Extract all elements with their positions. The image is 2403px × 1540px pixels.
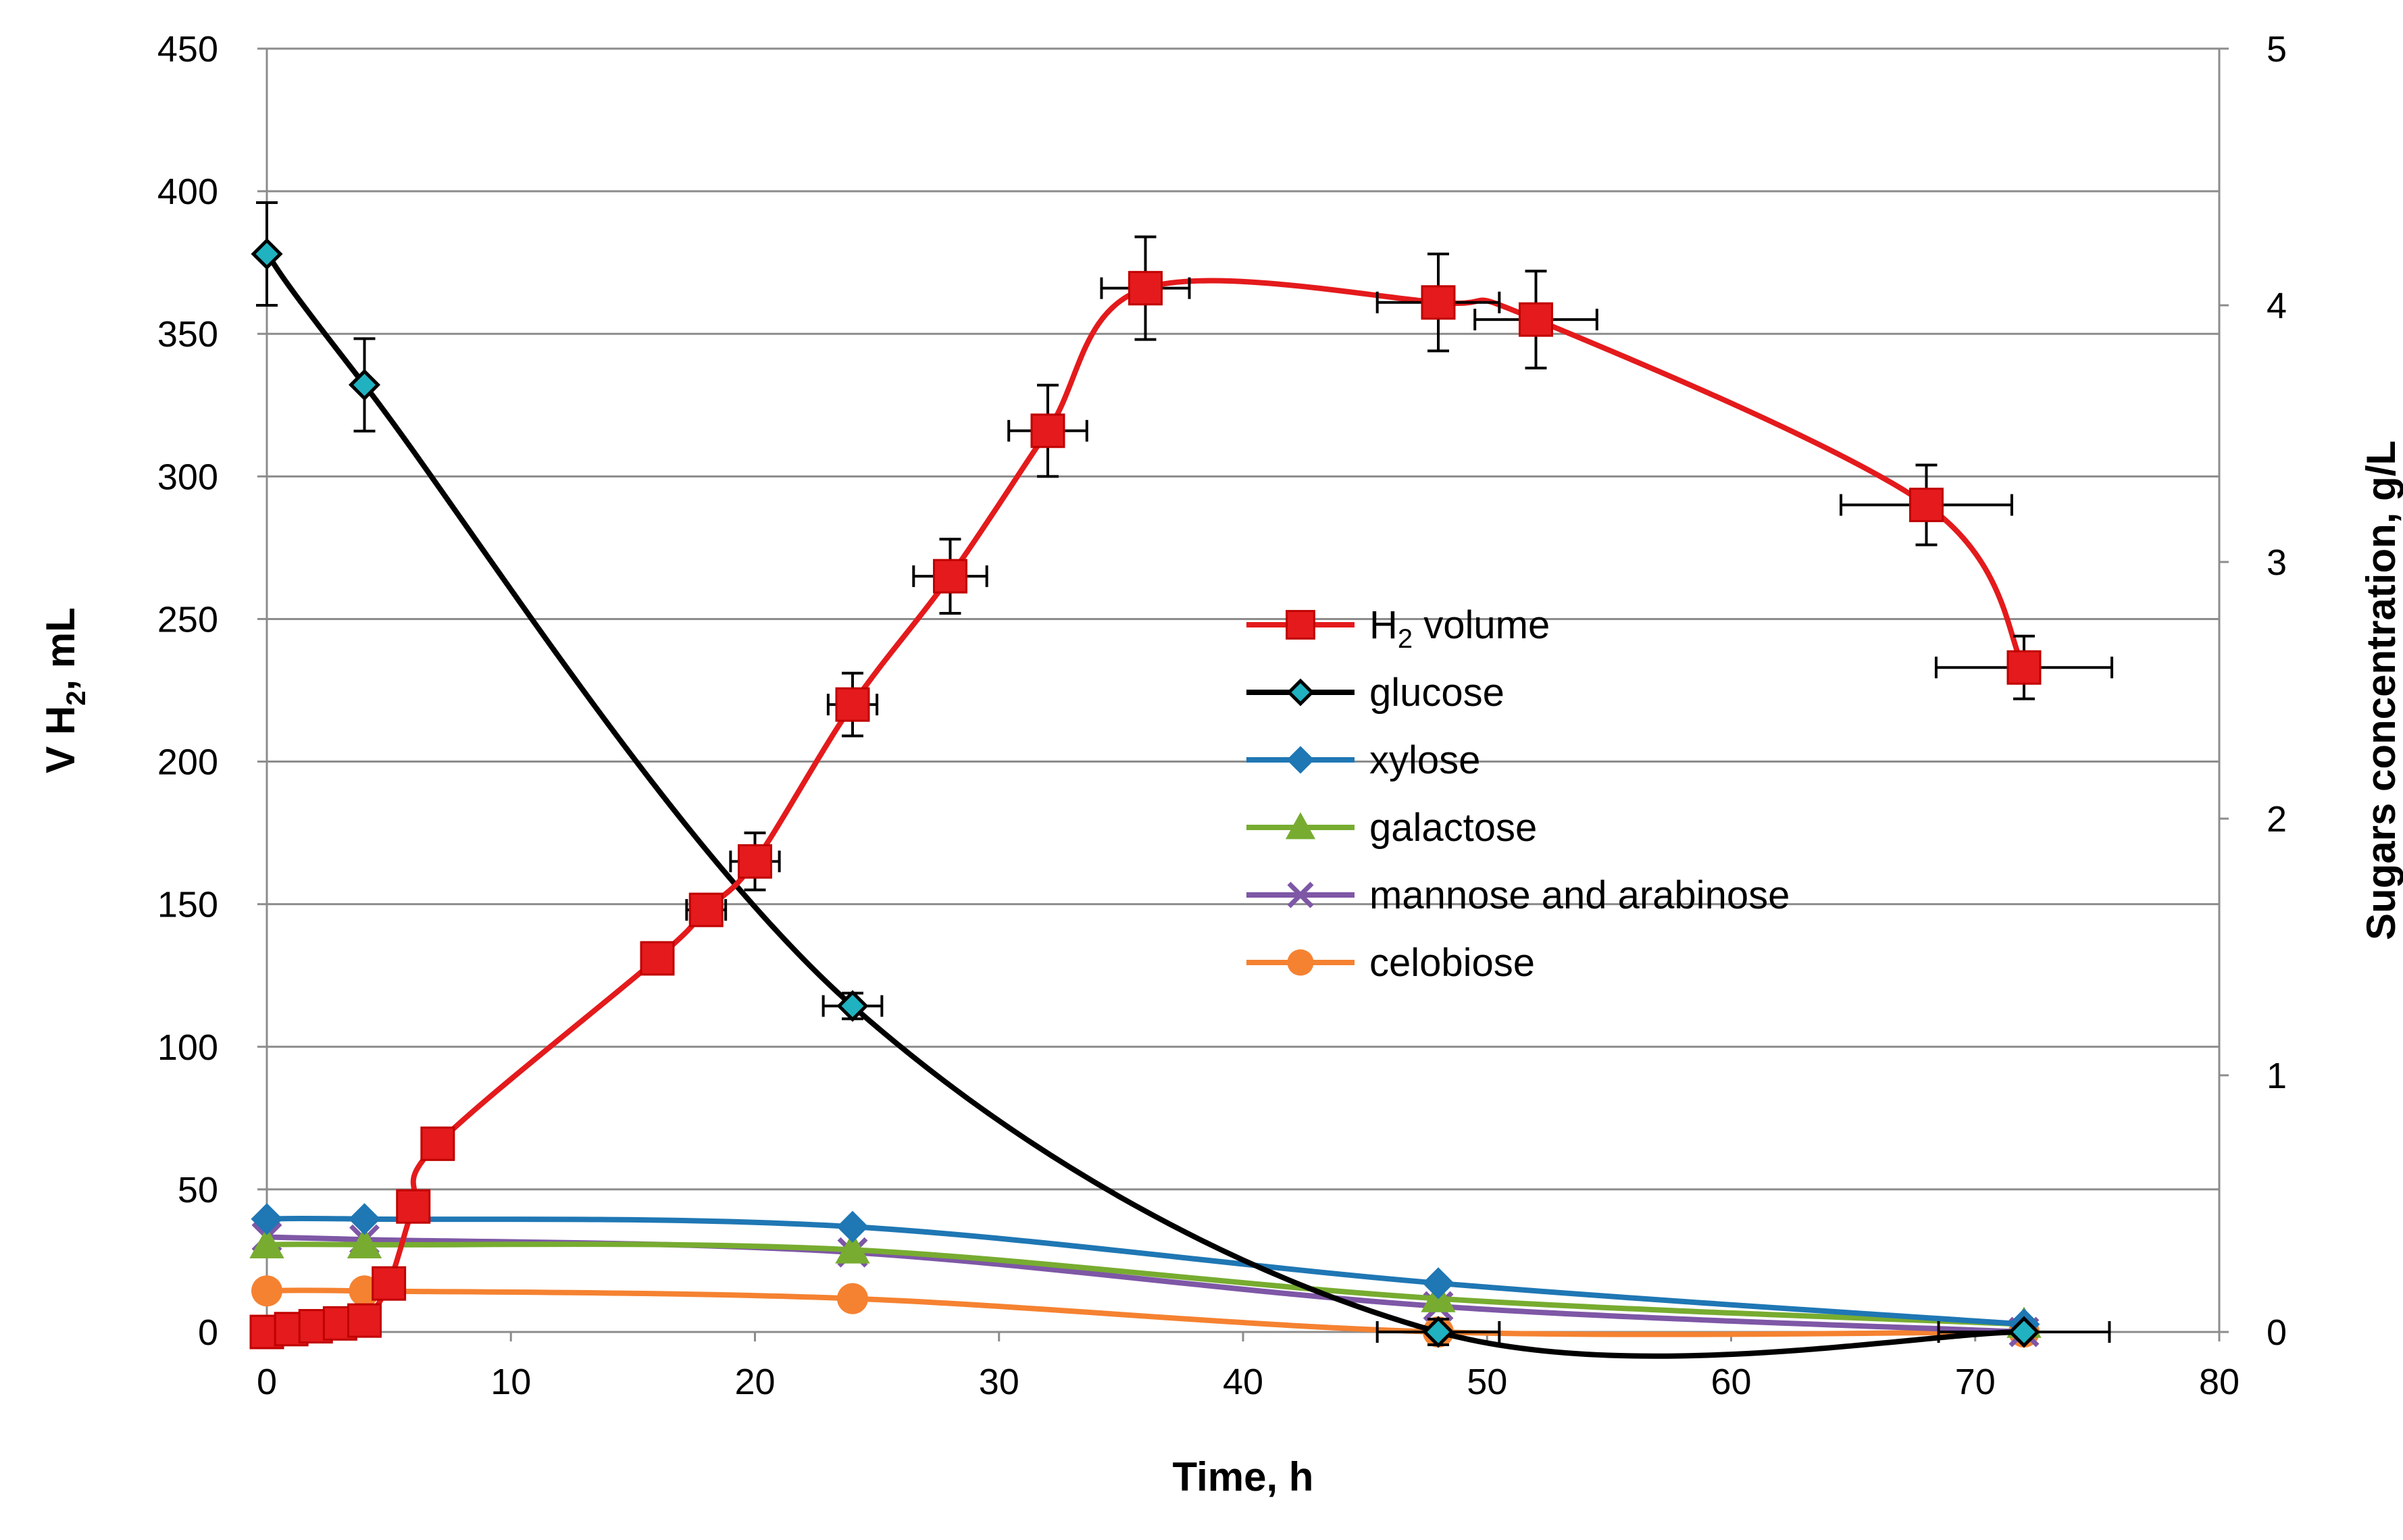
y-left-tick-label: 0 bbox=[198, 1312, 218, 1353]
data-point-h2-volume bbox=[1421, 285, 1456, 320]
legend-marker-glucose bbox=[1286, 678, 1315, 707]
data-point-h2-volume bbox=[1519, 302, 1553, 337]
plot-area bbox=[249, 201, 2114, 1359]
x-tick-label: 40 bbox=[1223, 1362, 1263, 1402]
data-point-galactose bbox=[249, 1227, 284, 1258]
data-point-glucose bbox=[2008, 1316, 2040, 1348]
x-tick-label: 50 bbox=[1467, 1362, 1507, 1402]
legend-label-galactose: galactose bbox=[1369, 806, 1537, 850]
legend: H2 volume glucose xylose galactose mannose a… bbox=[1246, 603, 1790, 985]
data-point-h2-volume bbox=[1909, 488, 1944, 523]
data-point-glucose bbox=[348, 369, 381, 401]
data-point-h2-volume bbox=[420, 1126, 455, 1161]
y-left-tick-label: 450 bbox=[157, 29, 218, 70]
y-left-tick-label: 50 bbox=[178, 1170, 218, 1210]
legend-label-glucose: glucose bbox=[1369, 671, 1504, 715]
legend-item-mannose-and-arabinose: mannose and arabinose bbox=[1246, 873, 1790, 917]
data-point-h2-volume bbox=[1128, 271, 1163, 306]
x-tick-label: 60 bbox=[1711, 1362, 1751, 1402]
data-point-h2-volume bbox=[933, 559, 967, 594]
series-line-mannose-and-arabinose bbox=[266, 1234, 2025, 1335]
legend-label-mannose-and-arabinose: mannose and arabinose bbox=[1369, 873, 1790, 917]
data-point-xylose bbox=[836, 1210, 869, 1243]
y-left-axis-title-part: V H bbox=[38, 706, 83, 773]
series-xylose bbox=[251, 1203, 2040, 1341]
legend-marker-celobiose bbox=[1287, 949, 1314, 976]
legend-marker-mannose-and-arabinose-stroke bbox=[1287, 881, 1314, 908]
legend-label-h2-volume: H2 volume bbox=[1369, 603, 1550, 654]
x-axis-title: Time, h bbox=[1173, 1454, 1314, 1499]
data-point-glucose bbox=[251, 238, 283, 270]
data-point-h2-volume bbox=[2006, 650, 2042, 685]
x-tick-label: 20 bbox=[734, 1362, 775, 1402]
y-left-tick-label: 300 bbox=[157, 457, 218, 497]
legend-item-galactose: galactose bbox=[1246, 806, 1537, 850]
data-point-xylose bbox=[1422, 1267, 1455, 1300]
legend-label-celobiose: celobiose bbox=[1369, 941, 1535, 985]
legend-marker-xylose bbox=[1286, 746, 1315, 774]
y-right-tick-label: 0 bbox=[2267, 1312, 2287, 1353]
y-left-tick-label: 150 bbox=[157, 885, 218, 925]
y-right-tick-label: 2 bbox=[2267, 799, 2287, 840]
data-point-h2-volume bbox=[396, 1189, 431, 1224]
legend-label-part: H bbox=[1369, 603, 1398, 647]
data-point-xylose bbox=[251, 1203, 283, 1235]
data-point-xylose bbox=[348, 1203, 381, 1235]
x-tick-label: 10 bbox=[490, 1362, 531, 1402]
x-tick-label: 80 bbox=[2199, 1362, 2240, 1402]
legend-marker-h2-volume bbox=[1286, 610, 1315, 640]
data-point-h2-volume bbox=[347, 1303, 382, 1338]
legend-item-xylose: xylose bbox=[1246, 738, 1480, 782]
y-left-tick-label: 400 bbox=[157, 172, 218, 212]
data-point-galactose bbox=[835, 1232, 870, 1264]
x-tick-label: 30 bbox=[979, 1362, 1019, 1402]
series-line-galactose bbox=[266, 1241, 2025, 1327]
y-right-tick-label: 5 bbox=[2267, 29, 2287, 70]
data-point-celobiose bbox=[251, 1275, 282, 1307]
axis-titles: Time, hV H2, mL Sugars concentration, g/L bbox=[38, 440, 2403, 1499]
gridlines bbox=[267, 47, 2219, 1333]
data-point-celobiose bbox=[837, 1283, 868, 1314]
legend-label-xylose: xylose bbox=[1369, 738, 1480, 782]
legend-item-glucose: glucose bbox=[1246, 671, 1504, 715]
data-point-galactose bbox=[347, 1227, 382, 1258]
y-right-tick-label: 1 bbox=[2267, 1056, 2287, 1096]
legend-marker-galactose bbox=[1285, 812, 1316, 840]
data-point-h2-volume bbox=[835, 687, 870, 722]
data-point-h2-volume bbox=[640, 941, 675, 976]
legend-item-h2-volume: H2 volume bbox=[1246, 603, 1550, 654]
y-left-tick-label: 100 bbox=[157, 1027, 218, 1068]
data-point-h2-volume bbox=[688, 892, 724, 927]
data-point-h2-volume bbox=[372, 1266, 407, 1301]
y-left-tick-label: 250 bbox=[157, 599, 218, 640]
data-point-h2-volume bbox=[738, 844, 772, 879]
x-tick-label: 0 bbox=[257, 1362, 277, 1402]
y-right-tick-label: 4 bbox=[2267, 286, 2287, 326]
data-point-h2-volume bbox=[1030, 413, 1065, 448]
y-left-axis-title-subscript: 2 bbox=[61, 691, 91, 706]
legend-marker-mannose-and-arabinose bbox=[1287, 881, 1314, 908]
y-left-tick-label: 200 bbox=[157, 742, 218, 783]
y-left-axis-title: V H2, mL bbox=[38, 607, 91, 773]
y-left-axis-title-part: , mL bbox=[38, 607, 83, 690]
series-glucose bbox=[251, 201, 2111, 1359]
legend-label-part: volume bbox=[1413, 603, 1550, 647]
y-right-axis-title: Sugars concentration, g/L bbox=[2358, 440, 2403, 940]
y-right-tick-label: 3 bbox=[2267, 542, 2287, 583]
series-h2-volume bbox=[249, 235, 2114, 1350]
x-tick-label: 70 bbox=[1955, 1362, 1996, 1402]
y-left-tick-label: 350 bbox=[157, 314, 218, 355]
data-point-glucose bbox=[1422, 1316, 1455, 1348]
legend-item-celobiose: celobiose bbox=[1246, 941, 1535, 985]
data-point-glucose bbox=[836, 990, 869, 1022]
legend-label-subscript: 2 bbox=[1398, 624, 1413, 654]
